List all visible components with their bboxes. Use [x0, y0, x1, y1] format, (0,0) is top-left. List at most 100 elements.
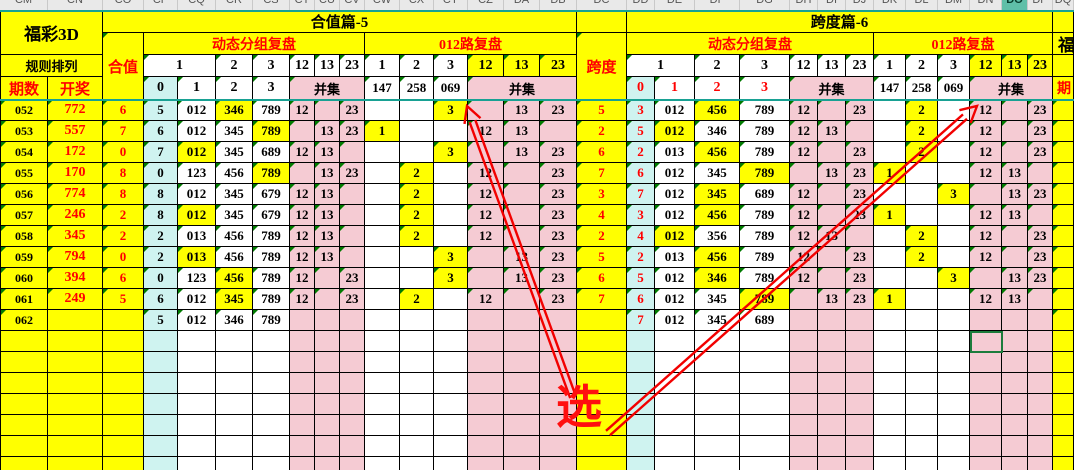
empty-cell[interactable] — [1028, 331, 1053, 352]
sum-dyn-union[interactable]: 13 — [315, 163, 340, 184]
empty-cell[interactable] — [0, 352, 48, 373]
next-block-cell[interactable] — [1053, 163, 1074, 184]
empty-cell[interactable] — [906, 415, 938, 436]
empty-cell[interactable] — [1053, 394, 1074, 415]
sum-route-union[interactable] — [504, 226, 540, 247]
empty-cell[interactable] — [906, 352, 938, 373]
sum-route-union[interactable]: 23 — [540, 205, 577, 226]
empty-cell[interactable] — [695, 373, 740, 394]
sum-route-union[interactable] — [468, 247, 504, 268]
sum-route-union[interactable] — [468, 268, 504, 289]
empty-cell[interactable] — [906, 457, 938, 470]
empty-cell[interactable] — [48, 373, 103, 394]
sum-dyn-digit[interactable]: 0 — [144, 163, 178, 184]
route-sub-header[interactable]: 258 — [400, 77, 434, 100]
sum-route-union[interactable] — [504, 310, 540, 331]
span-column-spacer[interactable] — [577, 10, 627, 33]
empty-cell[interactable] — [365, 394, 400, 415]
route-sub-header[interactable]: 258 — [906, 77, 938, 100]
empty-cell[interactable] — [655, 394, 695, 415]
empty-cell[interactable] — [1053, 352, 1074, 373]
span-route-union[interactable] — [1002, 226, 1028, 247]
sum-dyn-union[interactable]: 12 — [290, 184, 315, 205]
span-dyn-union[interactable] — [846, 121, 874, 142]
span-dyn-union[interactable] — [818, 184, 846, 205]
sum-route-union[interactable]: 23 — [540, 247, 577, 268]
period-cell[interactable]: 059 — [0, 247, 48, 268]
sum-dyn-union[interactable]: 23 — [340, 100, 365, 121]
empty-cell[interactable] — [790, 352, 818, 373]
empty-cell[interactable] — [400, 373, 434, 394]
span-dyn-union[interactable]: 13 — [818, 289, 846, 310]
span-dyn-union[interactable]: 12 — [790, 205, 818, 226]
empty-cell[interactable] — [468, 352, 504, 373]
column-letter[interactable]: DI — [818, 0, 846, 10]
empty-cell[interactable] — [846, 436, 874, 457]
sum-route-union[interactable] — [540, 310, 577, 331]
sum-route-val[interactable] — [400, 310, 434, 331]
empty-cell[interactable] — [290, 436, 315, 457]
empty-cell[interactable] — [434, 352, 468, 373]
column-letter[interactable]: CT — [290, 0, 315, 10]
span-route-union[interactable]: 13 — [1002, 268, 1028, 289]
span-dyn-group[interactable]: 789 — [740, 268, 790, 289]
period-cell[interactable]: 057 — [0, 205, 48, 226]
empty-cell[interactable] — [434, 415, 468, 436]
empty-cell[interactable] — [1002, 436, 1028, 457]
span-dyn-group[interactable]: 012 — [655, 289, 695, 310]
span-dyn-union[interactable]: 13 — [818, 121, 846, 142]
sum-route-union[interactable]: 13 — [504, 268, 540, 289]
sum-route-val[interactable] — [365, 247, 400, 268]
empty-cell[interactable] — [906, 331, 938, 352]
sum-dyn-union[interactable] — [340, 184, 365, 205]
column-letter[interactable]: CM — [0, 0, 48, 10]
empty-cell[interactable] — [400, 331, 434, 352]
span-route-union[interactable]: 23 — [1028, 121, 1053, 142]
empty-cell[interactable] — [48, 394, 103, 415]
span-dyn-group[interactable]: 345 — [695, 310, 740, 331]
sum-route-val[interactable] — [365, 268, 400, 289]
empty-cell[interactable] — [874, 352, 906, 373]
empty-cell[interactable] — [434, 394, 468, 415]
span-dyn-union[interactable]: 23 — [846, 100, 874, 121]
union-header[interactable]: 并集 — [468, 77, 577, 100]
span-route-union[interactable] — [1002, 310, 1028, 331]
span-route-val[interactable] — [906, 268, 938, 289]
empty-cell[interactable] — [874, 373, 906, 394]
empty-cell[interactable] — [365, 457, 400, 470]
span-dyn-union[interactable] — [818, 205, 846, 226]
sum-route-union[interactable] — [468, 310, 504, 331]
sum-dyn-union[interactable]: 12 — [290, 268, 315, 289]
sum-route-val[interactable] — [400, 268, 434, 289]
empty-cell[interactable] — [340, 457, 365, 470]
span-route-union[interactable] — [1002, 247, 1028, 268]
sum-dyn-group[interactable]: 012 — [178, 100, 216, 121]
empty-cell[interactable] — [790, 331, 818, 352]
span-route-union[interactable]: 12 — [970, 100, 1002, 121]
sum-route-union[interactable] — [504, 184, 540, 205]
sum-dyn-group[interactable]: 679 — [253, 184, 290, 205]
header-num[interactable]: 13 — [504, 55, 540, 77]
column-letter[interactable]: DB — [540, 0, 577, 10]
span-route-union[interactable] — [1002, 121, 1028, 142]
span-dyn-digit[interactable]: 5 — [627, 121, 655, 142]
span-dynamic-title[interactable]: 动态分组复盘 — [627, 33, 874, 55]
sum-dyn-union[interactable]: 12 — [290, 289, 315, 310]
empty-cell[interactable] — [365, 373, 400, 394]
empty-cell[interactable] — [1053, 436, 1074, 457]
empty-cell[interactable] — [655, 352, 695, 373]
empty-cell[interactable] — [655, 331, 695, 352]
span-cell[interactable] — [577, 310, 627, 331]
span-dyn-union[interactable]: 23 — [846, 205, 874, 226]
empty-cell[interactable] — [970, 415, 1002, 436]
empty-cell[interactable] — [818, 352, 846, 373]
sum-dyn-digit[interactable]: 5 — [144, 310, 178, 331]
sum-dyn-union[interactable] — [315, 310, 340, 331]
column-letter[interactable]: DD — [627, 0, 655, 10]
empty-cell[interactable] — [0, 331, 48, 352]
empty-cell[interactable] — [740, 457, 790, 470]
period-cell[interactable]: 060 — [0, 268, 48, 289]
sum-dyn-union[interactable] — [315, 268, 340, 289]
empty-cell[interactable] — [938, 394, 970, 415]
sum-dyn-union[interactable]: 23 — [340, 121, 365, 142]
